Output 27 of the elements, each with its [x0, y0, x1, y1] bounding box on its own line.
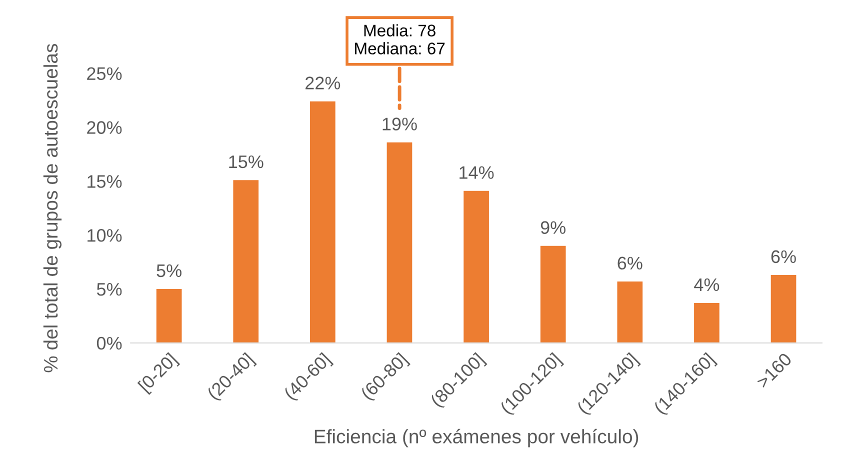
data-label: 19% [382, 118, 417, 130]
text: Media: 78 Mediana: 67 [355, 24, 445, 54]
bar [233, 180, 259, 343]
data-label: 15% [229, 155, 264, 168]
bar [386, 142, 412, 343]
bar [540, 246, 566, 343]
data-label: 9% [540, 221, 566, 234]
data-label: 5% [156, 264, 182, 278]
data-label: 22% [306, 76, 340, 90]
y-axis-title: % del total de grupos de autoescuelas [43, 44, 62, 372]
bar [770, 274, 796, 343]
y-tick-label: 25% [87, 67, 122, 80]
y-tick-label: 20% [87, 121, 122, 134]
x-axis-title: Eficiencia (nº exámenes por vehículo) [314, 428, 638, 448]
y-tick-label: 5% [96, 283, 122, 296]
data-label: 14% [460, 166, 494, 179]
bar [310, 101, 336, 343]
bar [694, 303, 720, 343]
bar [617, 281, 643, 343]
bar [464, 190, 489, 343]
bar [156, 289, 182, 343]
y-tick-label: 10% [88, 229, 122, 242]
data-label: 4% [694, 278, 720, 292]
y-tick-label: 0% [96, 336, 122, 350]
data-label: 6% [771, 250, 796, 264]
data-label: 6% [618, 256, 642, 270]
y-tick-label: 15% [88, 175, 122, 188]
